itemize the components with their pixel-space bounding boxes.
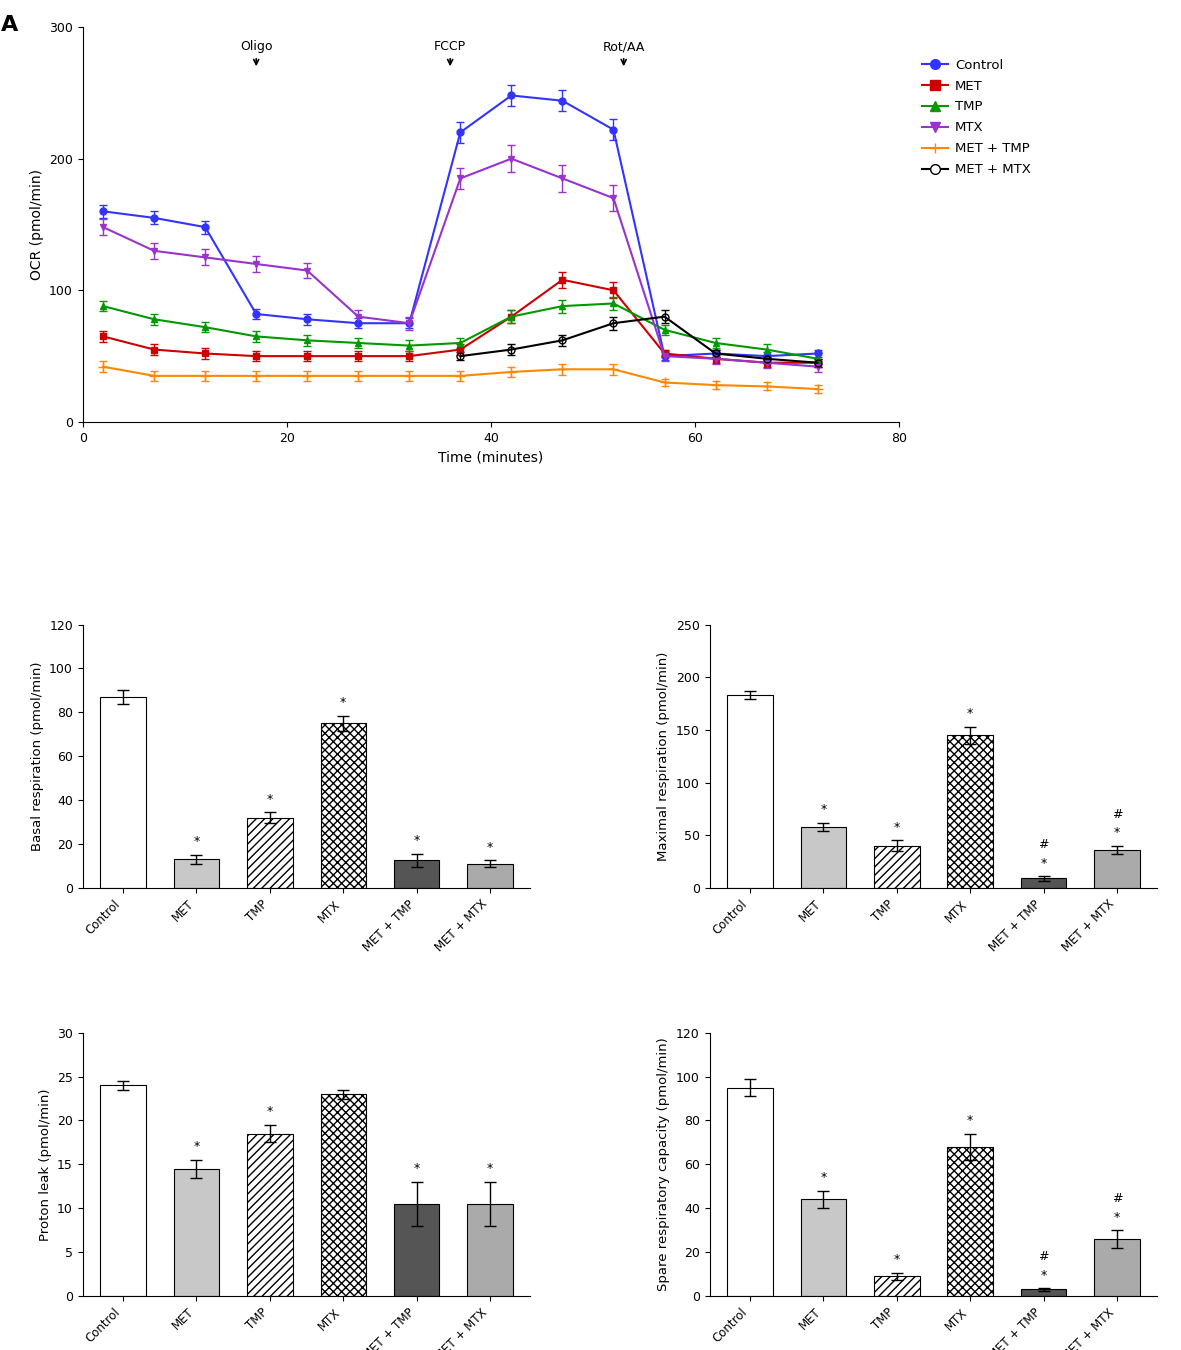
Bar [320, 1094, 366, 1296]
Text: *: * [967, 707, 973, 720]
Bar [947, 736, 993, 888]
Bar [468, 1204, 513, 1296]
Text: *: * [894, 1253, 900, 1266]
Legend: Control, MET, TMP, MTX, MET + TMP, MET + MTX: Control, MET, TMP, MTX, MET + TMP, MET +… [916, 54, 1036, 181]
Text: *: * [267, 1106, 273, 1118]
Text: *: * [967, 1114, 973, 1127]
Bar [394, 1204, 439, 1296]
Bar [1095, 1239, 1140, 1296]
Text: *: * [894, 821, 900, 834]
Bar [468, 864, 513, 888]
Text: *: * [487, 841, 494, 853]
Text: *: * [487, 1162, 494, 1176]
Bar [874, 845, 920, 888]
Bar [394, 860, 439, 888]
Text: *: * [267, 792, 273, 806]
Y-axis label: Spare respiratory capacity (pmol/min): Spare respiratory capacity (pmol/min) [658, 1037, 671, 1291]
Y-axis label: Maximal respiration (pmol/min): Maximal respiration (pmol/min) [658, 652, 671, 861]
Text: #: # [1111, 1192, 1122, 1206]
Bar [1020, 879, 1066, 888]
Bar [100, 1085, 145, 1296]
Bar [727, 695, 772, 888]
Text: *: * [1040, 857, 1046, 869]
Text: *: * [821, 1170, 827, 1184]
Y-axis label: Basal respiration (pmol/min): Basal respiration (pmol/min) [31, 662, 44, 850]
Bar [1020, 1289, 1066, 1296]
Y-axis label: Proton leak (pmol/min): Proton leak (pmol/min) [39, 1088, 52, 1241]
Text: #: # [1038, 838, 1049, 852]
Text: Oligo: Oligo [240, 40, 273, 65]
Bar [947, 1146, 993, 1296]
Text: *: * [194, 1141, 200, 1153]
Text: *: * [194, 836, 200, 848]
Bar [174, 860, 220, 888]
Text: *: * [413, 1162, 419, 1176]
Bar [874, 1276, 920, 1296]
Bar [320, 724, 366, 888]
Text: Rot/AA: Rot/AA [602, 40, 645, 65]
Text: FCCP: FCCP [435, 40, 466, 65]
Bar [727, 1088, 772, 1296]
X-axis label: Time (minutes): Time (minutes) [438, 451, 543, 464]
Bar [801, 826, 846, 888]
Text: A: A [1, 15, 18, 35]
Text: *: * [821, 803, 827, 815]
Bar [1095, 850, 1140, 888]
Bar [247, 1134, 293, 1296]
Text: *: * [1040, 1269, 1046, 1281]
Text: *: * [1114, 1211, 1120, 1223]
Bar [174, 1169, 220, 1296]
Bar [100, 697, 145, 888]
Text: *: * [413, 834, 419, 848]
Text: #: # [1038, 1250, 1049, 1264]
Bar [247, 818, 293, 888]
Y-axis label: OCR (pmol/min): OCR (pmol/min) [30, 169, 44, 279]
Text: *: * [340, 697, 346, 709]
Text: #: # [1111, 807, 1122, 821]
Text: *: * [1114, 826, 1120, 840]
Bar [801, 1199, 846, 1296]
